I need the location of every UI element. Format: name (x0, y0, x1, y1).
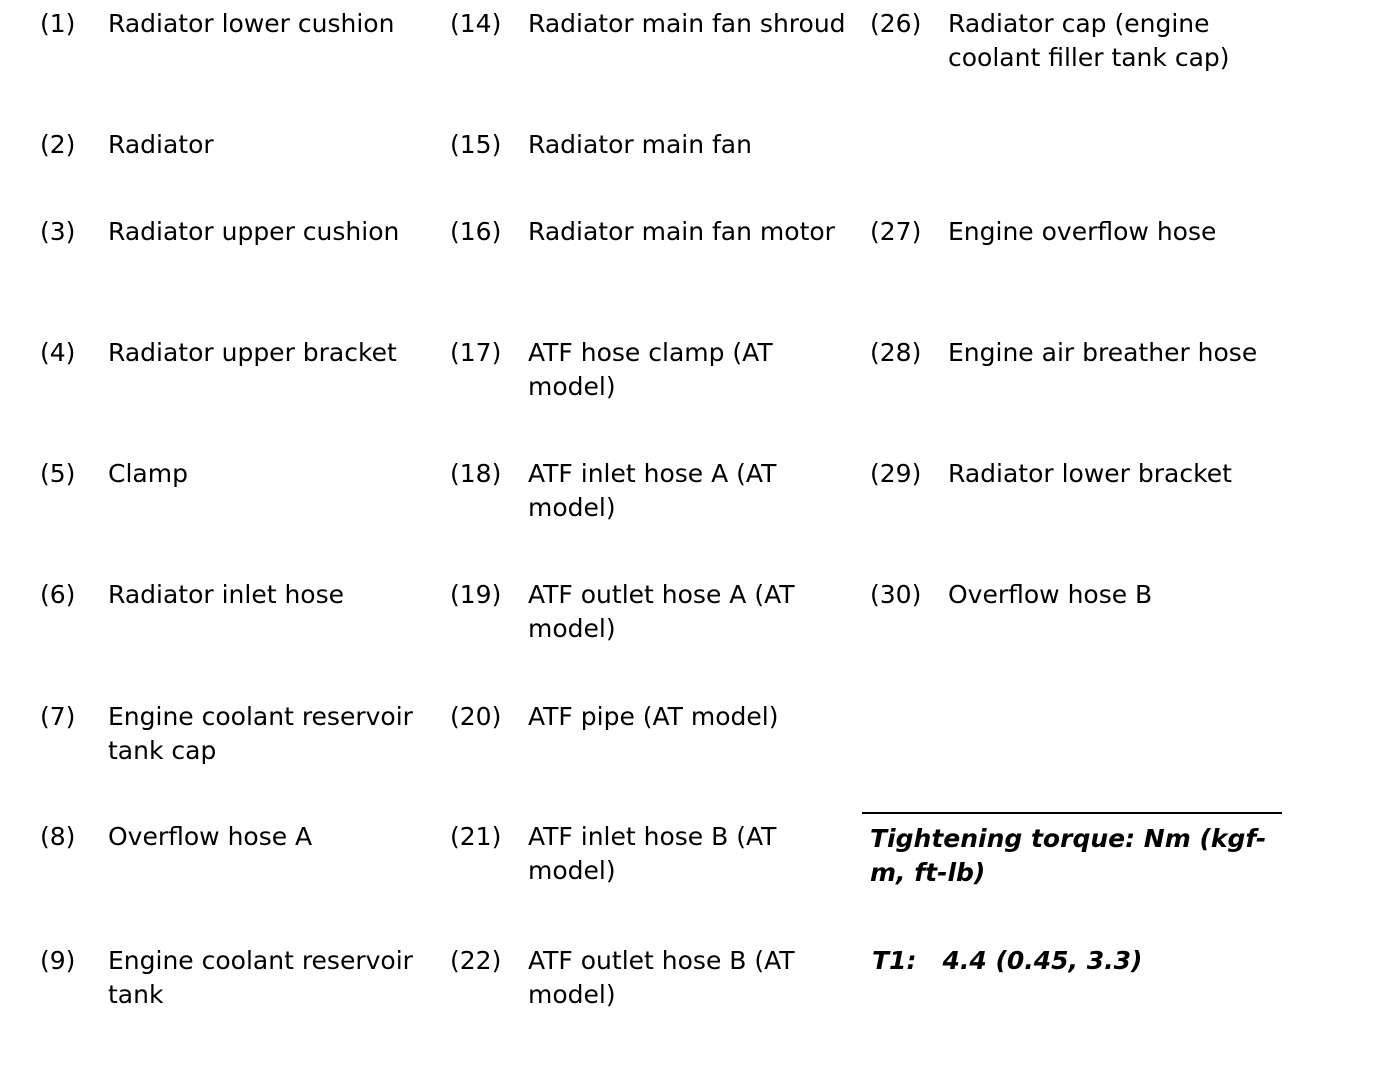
part-name: Overflow hose A (108, 822, 313, 851)
part-name: ATF inlet hose A (AT model) (528, 459, 777, 522)
part-name: Radiator main fan motor (528, 217, 835, 246)
part-name: ATF outlet hose A (AT model) (528, 580, 795, 643)
torque-t1-value: 4.4 (0.45, 3.3) (942, 946, 1143, 975)
part-name: Overflow hose B (948, 580, 1153, 609)
part-name: ATF inlet hose B (AT model) (528, 822, 777, 885)
torque-t1: T1: 4.4 (0.45, 3.3) (872, 944, 1272, 978)
part-name: Clamp (108, 459, 188, 488)
torque-t1-label: T1: (872, 946, 917, 975)
part-number: (29) (870, 459, 922, 488)
part-number: (16) (450, 217, 502, 246)
part-number: (2) (40, 130, 76, 159)
part-number: (30) (870, 580, 922, 609)
part-name: Radiator inlet hose (108, 580, 345, 609)
part-number: (15) (450, 130, 502, 159)
part-number: (4) (40, 338, 76, 367)
torque-heading: Tightening torque: Nm (kgf-m, ft-lb) (870, 824, 1267, 887)
part-number: (9) (40, 946, 76, 975)
part-number: (28) (870, 338, 922, 367)
part-name: Radiator upper cushion (108, 217, 400, 246)
part-name: Radiator (108, 130, 214, 159)
part-name: Radiator main fan shroud (528, 9, 846, 38)
part-name: Radiator main fan (528, 130, 752, 159)
part-number: (21) (450, 822, 502, 851)
part-number: (3) (40, 217, 76, 246)
part-number: (6) (40, 580, 76, 609)
part-number: (1) (40, 9, 76, 38)
part-number: (27) (870, 217, 922, 246)
part-number: (22) (450, 946, 502, 975)
part-name: Engine overflow hose (948, 217, 1217, 246)
part-number: (7) (40, 702, 76, 731)
part-number: (14) (450, 9, 502, 38)
part-name: ATF hose clamp (AT model) (528, 338, 773, 401)
part-name: Radiator upper bracket (108, 338, 397, 367)
part-number: (20) (450, 702, 502, 731)
part-number: (26) (870, 9, 922, 38)
part-name: ATF outlet hose B (AT model) (528, 946, 795, 1009)
part-name: Engine coolant reservoir tank (108, 946, 413, 1009)
part-number: (5) (40, 459, 76, 488)
part-number: (17) (450, 338, 502, 367)
part-name: Radiator lower cushion (108, 9, 395, 38)
part-name: Engine coolant reservoir tank cap (108, 702, 413, 765)
part-number: (19) (450, 580, 502, 609)
part-number: (8) (40, 822, 76, 851)
part-name: ATF pipe (AT model) (528, 702, 779, 731)
part-name: Radiator lower bracket (948, 459, 1232, 488)
part-name: Engine air breather hose (948, 338, 1258, 367)
part-number: (18) (450, 459, 502, 488)
divider (862, 812, 1282, 814)
part-name: Radiator cap (engine coolant filler tank… (948, 9, 1230, 72)
